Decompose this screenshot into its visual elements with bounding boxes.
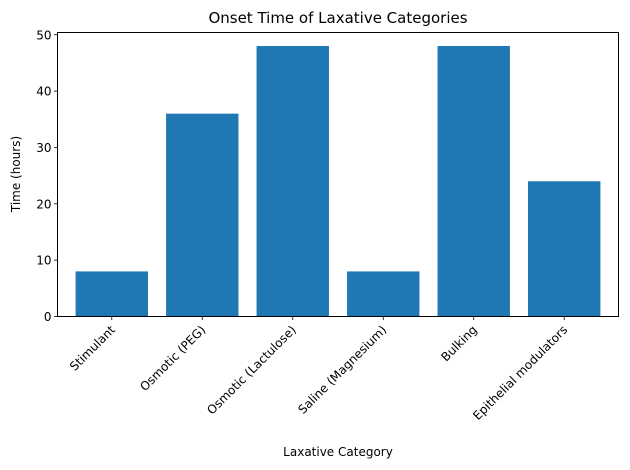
bar-saline-magnesium bbox=[347, 271, 420, 317]
chart-title: Onset Time of Laxative Categories bbox=[208, 9, 467, 27]
plot-frame bbox=[57, 32, 619, 317]
y-tick-label: 20 bbox=[36, 197, 51, 211]
y-tick-label: 30 bbox=[36, 141, 51, 155]
y-axis-label: Time (hours) bbox=[9, 136, 23, 213]
bars-group bbox=[75, 46, 601, 317]
bar-osmotic-lactulose bbox=[256, 46, 329, 317]
y-axis-ticks: 0 10 20 30 40 50 bbox=[36, 28, 58, 324]
bar-osmotic-peg bbox=[166, 113, 239, 317]
bar-bulking bbox=[437, 46, 510, 317]
x-tick-label: Stimulant bbox=[67, 323, 118, 374]
x-tick-label: Osmotic (Lactulose) bbox=[204, 323, 299, 418]
x-tick-label: Saline (Magnesium) bbox=[295, 323, 389, 417]
bar-epithelial-modulators bbox=[528, 181, 601, 317]
x-tick-label: Osmotic (PEG) bbox=[137, 323, 208, 394]
x-axis-label: Laxative Category bbox=[283, 445, 393, 459]
x-tick-label: Bulking bbox=[438, 323, 479, 364]
x-tick-label: Epithelial modulators bbox=[470, 323, 570, 423]
x-axis-ticks: Stimulant Osmotic (PEG)Osmotic (Lactulose… bbox=[67, 316, 570, 423]
y-tick-label: 40 bbox=[36, 85, 51, 99]
y-tick-label: 50 bbox=[36, 28, 51, 42]
bar-stimulant bbox=[75, 271, 148, 317]
y-tick-label: 10 bbox=[36, 254, 51, 268]
y-tick-label: 0 bbox=[44, 310, 52, 324]
